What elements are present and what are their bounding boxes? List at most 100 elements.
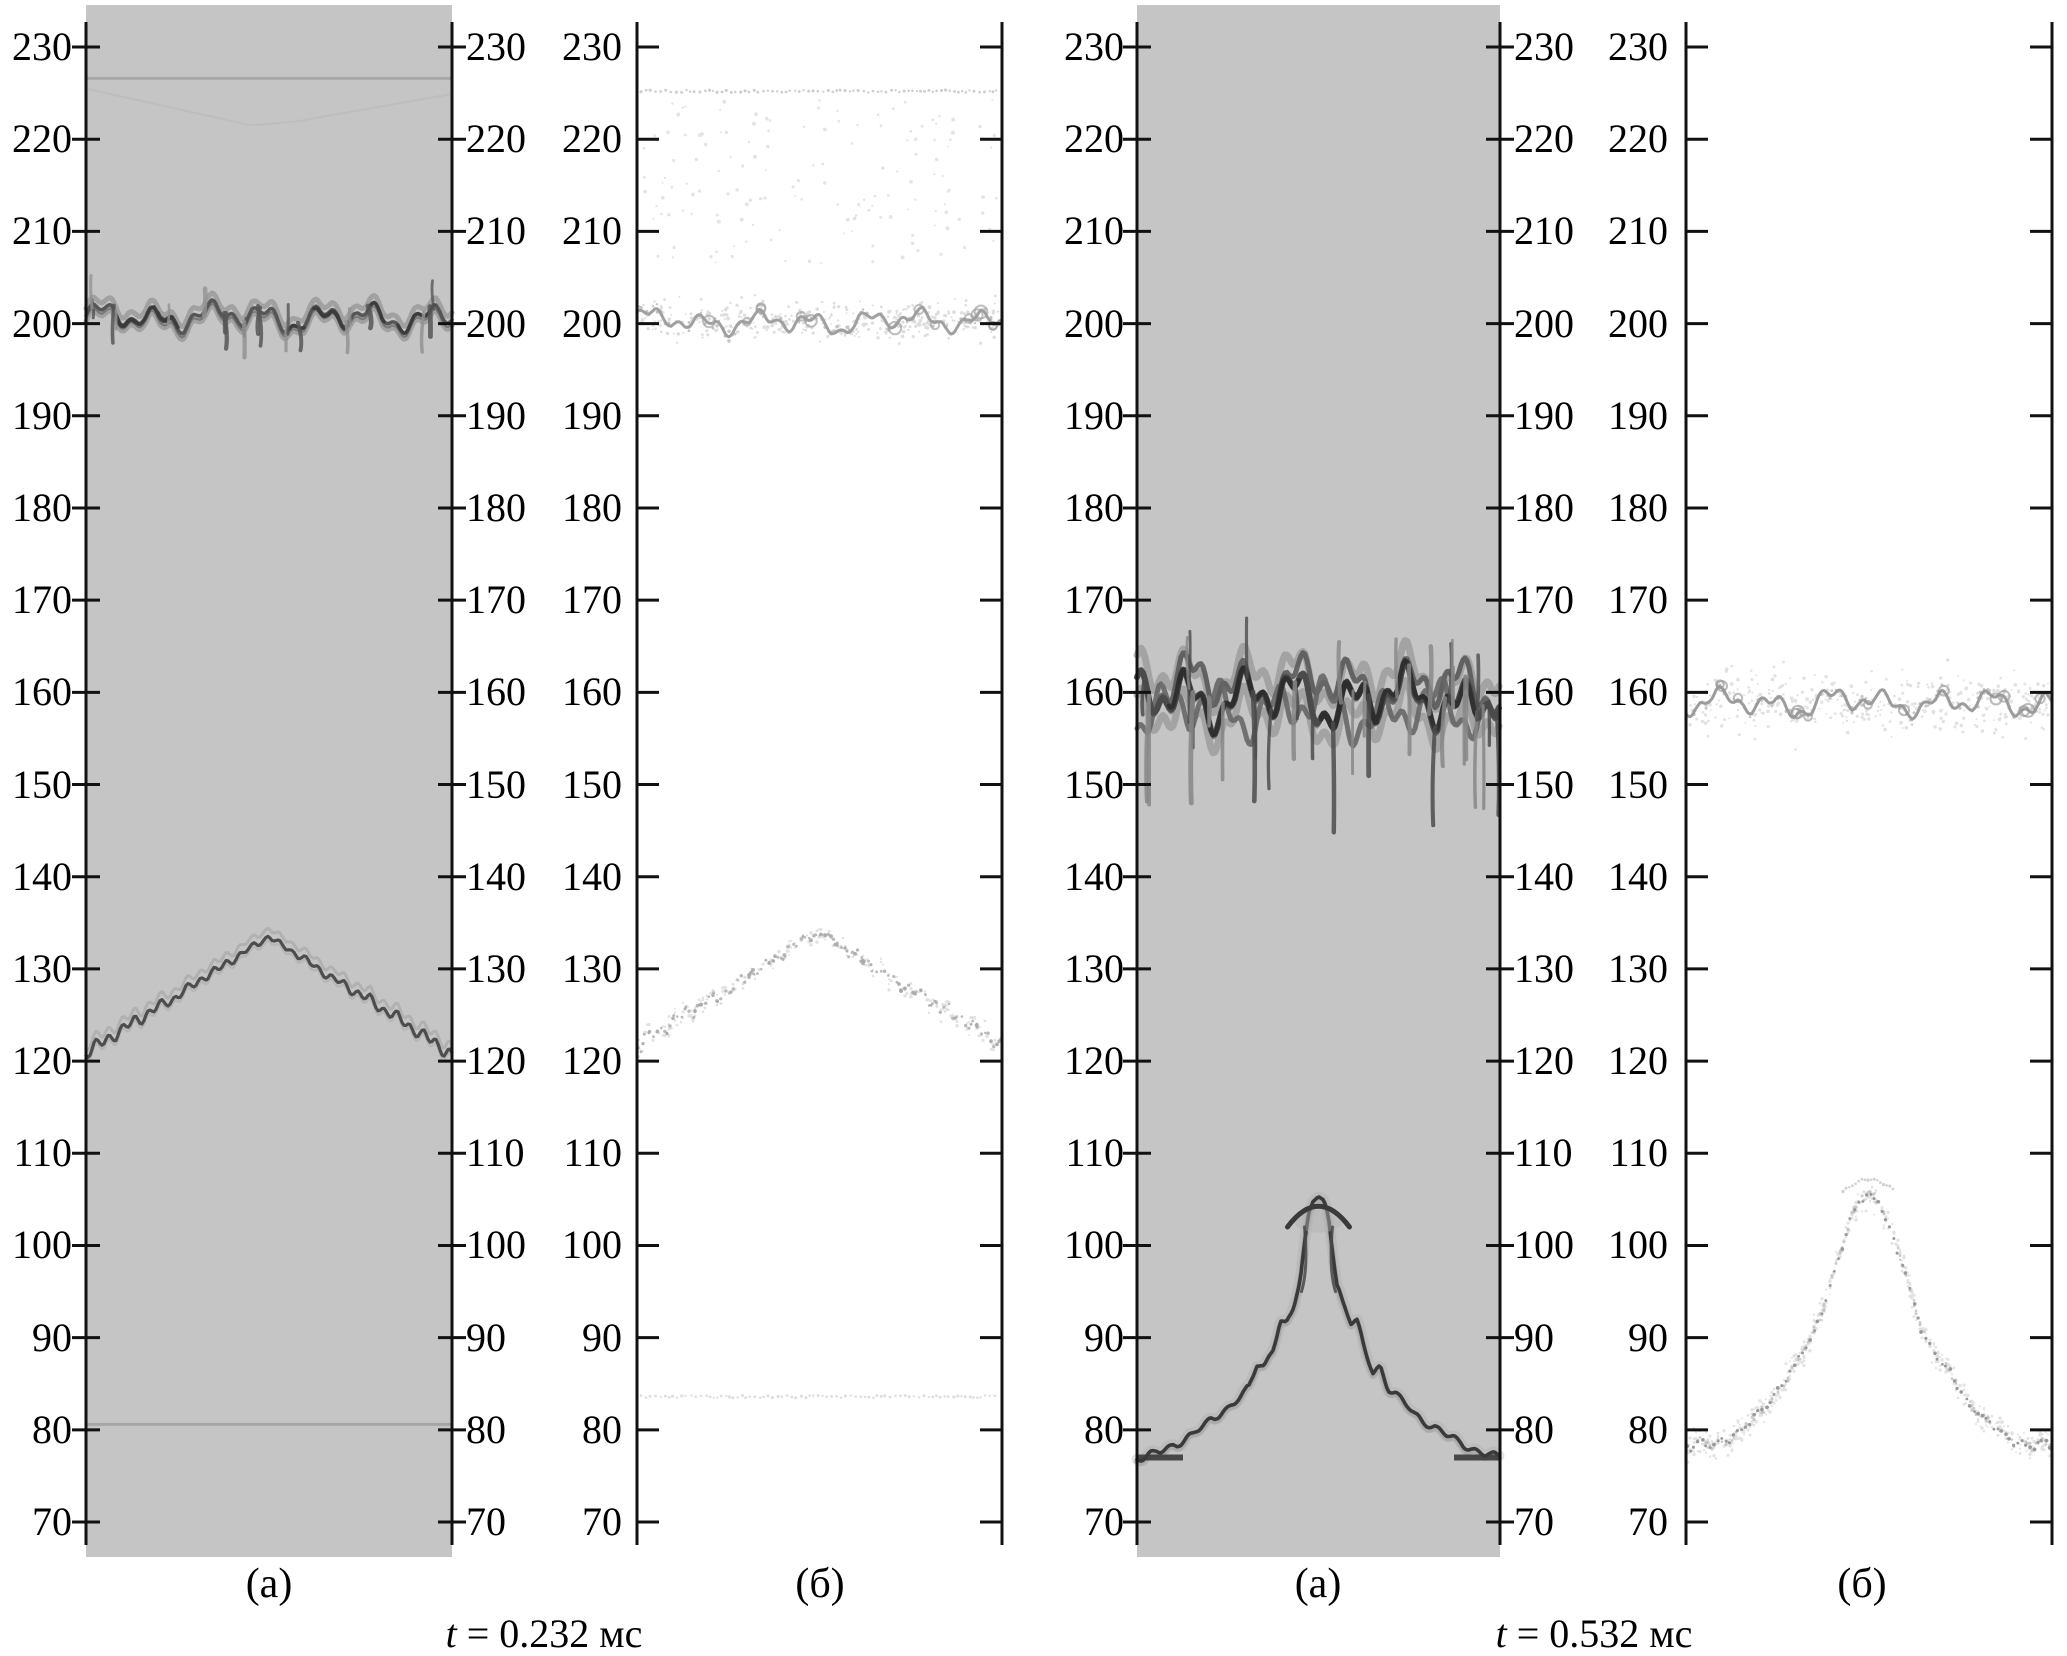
tick-label: 70 bbox=[1084, 1499, 1124, 1545]
tick-label: 210 bbox=[466, 208, 526, 254]
tick-label: 70 bbox=[466, 1499, 506, 1545]
tick-label: 130 bbox=[1064, 945, 1124, 991]
tick-label: 130 bbox=[562, 945, 622, 991]
tick-label: 230 bbox=[12, 24, 72, 69]
tick-label: 130 bbox=[1608, 945, 1668, 991]
tick-label: 170 bbox=[1514, 577, 1574, 623]
tick-label: 190 bbox=[1064, 392, 1124, 438]
tick-label: 80 bbox=[32, 1406, 72, 1452]
tick-label: 220 bbox=[1514, 116, 1574, 162]
tick-label: 80 bbox=[1084, 1406, 1124, 1452]
tick-label: 120 bbox=[12, 1038, 72, 1084]
tick-label: 120 bbox=[562, 1038, 622, 1084]
tick-label: 100 bbox=[12, 1222, 72, 1268]
tick-label: 100 bbox=[562, 1222, 622, 1268]
tick-label: 80 bbox=[1628, 1406, 1668, 1452]
tick-label: 190 bbox=[1608, 392, 1668, 438]
tick-label: 180 bbox=[1608, 484, 1668, 530]
tick-label: 180 bbox=[466, 484, 526, 530]
tick-label: 150 bbox=[1608, 761, 1668, 807]
time-label-2: t = 0.532 мс bbox=[1496, 1610, 1693, 1656]
tick-label: 200 bbox=[12, 300, 72, 346]
tick-label: 100 bbox=[1514, 1222, 1574, 1268]
time-value: = 0.532 мс bbox=[1506, 1611, 1693, 1656]
tick-label: 70 bbox=[1514, 1499, 1554, 1545]
tick-label: 100 bbox=[1064, 1222, 1124, 1268]
panel-label-a1: (а) bbox=[245, 1561, 293, 1607]
tick-label: 90 bbox=[466, 1314, 506, 1360]
tick-label: 160 bbox=[12, 669, 72, 715]
tick-label: 90 bbox=[1628, 1314, 1668, 1360]
time-label-1: t = 0.232 мс bbox=[446, 1610, 643, 1656]
panel-label-a2: (а) bbox=[1294, 1561, 1342, 1607]
panel-label-b1: (б) bbox=[795, 1561, 845, 1607]
tick-label: 200 bbox=[466, 300, 526, 346]
tick-label: 130 bbox=[1514, 945, 1574, 991]
panel-label-b2: (б) bbox=[1837, 1561, 1887, 1607]
tick-label: 160 bbox=[1514, 669, 1574, 715]
tick-label: 90 bbox=[1084, 1314, 1124, 1360]
tick-label: 150 bbox=[562, 761, 622, 807]
tick-label: 80 bbox=[582, 1406, 622, 1452]
tick-label: 170 bbox=[562, 577, 622, 623]
tick-label: 170 bbox=[1064, 577, 1124, 623]
tick-label: 110 bbox=[1065, 1130, 1124, 1176]
tick-label: 120 bbox=[1064, 1038, 1124, 1084]
tick-label: 120 bbox=[466, 1038, 526, 1084]
tick-label: 190 bbox=[562, 392, 622, 438]
tick-label: 120 bbox=[1608, 1038, 1668, 1084]
time-symbol: t bbox=[1495, 1611, 1507, 1656]
tick-label: 110 bbox=[563, 1130, 622, 1176]
tick-label: 70 bbox=[1628, 1499, 1668, 1545]
tick-label: 190 bbox=[12, 392, 72, 438]
tick-label: 110 bbox=[13, 1130, 72, 1176]
tick-label: 160 bbox=[466, 669, 526, 715]
tick-label: 150 bbox=[466, 761, 526, 807]
tick-label: 220 bbox=[1608, 116, 1668, 162]
tick-label: 140 bbox=[1514, 853, 1574, 899]
tick-label: 170 bbox=[466, 577, 526, 623]
tick-label: 120 bbox=[1514, 1038, 1574, 1084]
tick-label: 130 bbox=[466, 945, 526, 991]
tick-label: 90 bbox=[32, 1314, 72, 1360]
tick-label: 220 bbox=[466, 116, 526, 162]
tick-label: 80 bbox=[466, 1406, 506, 1452]
tick-label: 210 bbox=[1514, 208, 1574, 254]
tick-label: 230 bbox=[1064, 24, 1124, 69]
tick-label: 160 bbox=[1064, 669, 1124, 715]
time-value: = 0.232 мс bbox=[456, 1611, 643, 1656]
tick-label: 160 bbox=[562, 669, 622, 715]
tick-label: 180 bbox=[562, 484, 622, 530]
tick-label: 140 bbox=[562, 853, 622, 899]
tick-label: 210 bbox=[1064, 208, 1124, 254]
tick-label: 230 bbox=[562, 24, 622, 69]
tick-label: 170 bbox=[1608, 577, 1668, 623]
tick-label: 150 bbox=[12, 761, 72, 807]
tick-label: 100 bbox=[466, 1222, 526, 1268]
tick-label: 210 bbox=[562, 208, 622, 254]
tick-label: 90 bbox=[1514, 1314, 1554, 1360]
tick-label: 230 bbox=[466, 24, 526, 69]
tick-label: 200 bbox=[1514, 300, 1574, 346]
tick-label: 230 bbox=[1514, 24, 1574, 69]
tick-label: 110 bbox=[466, 1130, 525, 1176]
tick-label: 190 bbox=[466, 392, 526, 438]
time-symbol: t bbox=[445, 1611, 457, 1656]
tick-label: 220 bbox=[12, 116, 72, 162]
tick-label: 180 bbox=[12, 484, 72, 530]
tick-label: 70 bbox=[582, 1499, 622, 1545]
tick-label: 190 bbox=[1514, 392, 1574, 438]
tick-label: 200 bbox=[1608, 300, 1668, 346]
tick-label: 140 bbox=[1064, 853, 1124, 899]
tick-label: 220 bbox=[1064, 116, 1124, 162]
tick-label: 160 bbox=[1608, 669, 1668, 715]
tick-label: 150 bbox=[1064, 761, 1124, 807]
tick-label: 220 bbox=[562, 116, 622, 162]
tick-label: 110 bbox=[1609, 1130, 1668, 1176]
tick-label: 150 bbox=[1514, 761, 1574, 807]
tick-label: 70 bbox=[32, 1499, 72, 1545]
tick-label: 90 bbox=[582, 1314, 622, 1360]
tick-label: 200 bbox=[1064, 300, 1124, 346]
tick-label: 140 bbox=[1608, 853, 1668, 899]
